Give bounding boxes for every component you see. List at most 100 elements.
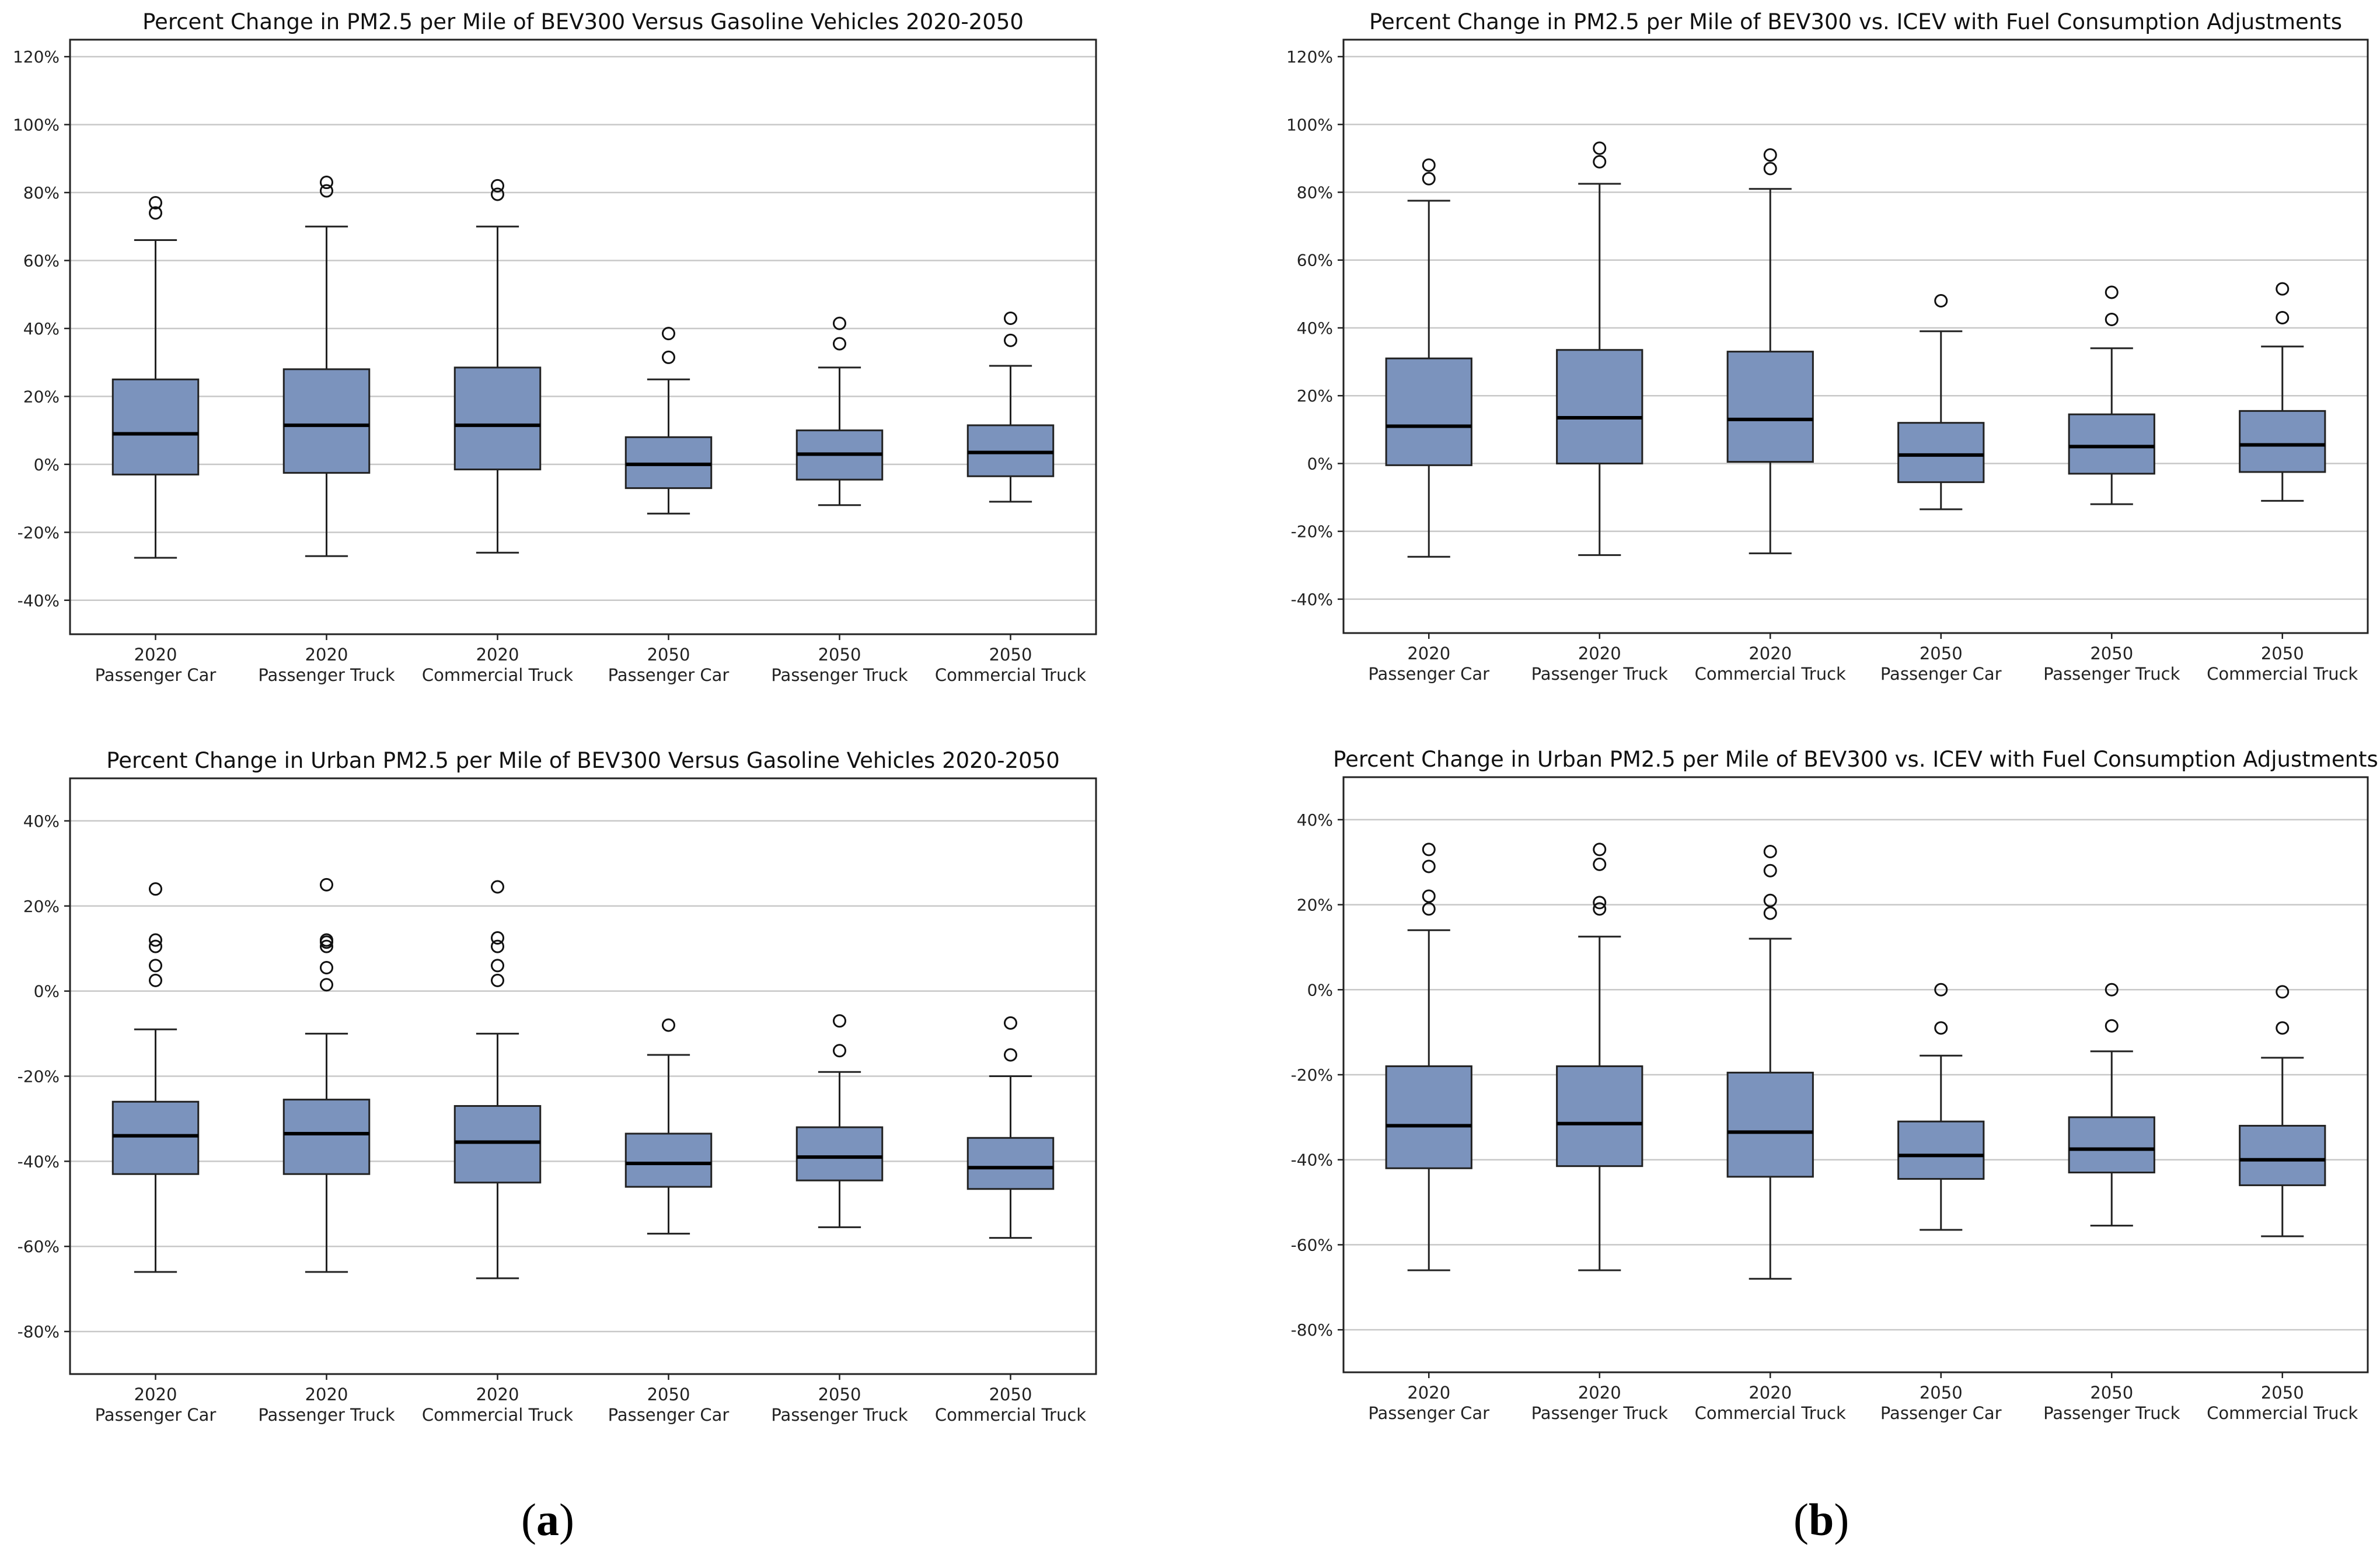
box-3: [624, 327, 713, 515]
y-tick-label: 20%: [1297, 896, 1333, 915]
x-tick-label-year: 2050: [647, 1385, 690, 1404]
box-1: [1556, 141, 1643, 556]
x-tick-label-name: Passenger Car: [1368, 664, 1489, 684]
x-tick-label-year: 2020: [1749, 1383, 1792, 1403]
outlier-point: [1593, 843, 1607, 857]
iqr-box: [282, 1099, 371, 1175]
outlier-point: [149, 973, 162, 987]
outlier-point: [1422, 843, 1436, 857]
panel-label-b: (b): [1793, 1494, 1849, 1546]
y-tick-label: 60%: [1297, 251, 1333, 270]
y-tick-label: -80%: [18, 1322, 60, 1341]
panel-label-a: (a): [521, 1494, 574, 1546]
outlier-point: [1004, 1048, 1017, 1062]
iqr-box: [1556, 349, 1643, 464]
x-tick-label-name: Passenger Car: [608, 665, 730, 685]
box-2: [1726, 845, 1814, 1280]
chart-bottom-right: -80% -60% -40% -20% 0% 20% 40% Percent Change i…: [1291, 747, 2378, 1423]
box-2: [453, 179, 542, 554]
y-tick-label: -60%: [18, 1237, 60, 1256]
outlier-point: [1934, 983, 1948, 997]
outlier-point: [1593, 141, 1607, 155]
outlier-point: [2276, 1021, 2290, 1035]
x-tick-label-name: Passenger Truck: [258, 1405, 395, 1425]
x-tick-label-name: Passenger Car: [1880, 1403, 2002, 1423]
outlier-point: [1422, 902, 1436, 916]
outlier-point: [1004, 1016, 1017, 1030]
outlier-point: [1422, 859, 1436, 873]
box-2: [453, 880, 542, 1280]
outlier-point: [149, 939, 162, 953]
iqr-box: [2239, 1124, 2326, 1186]
x-tick-label-name: Passenger Car: [95, 1405, 217, 1425]
x-tick-label-year: 2020: [134, 1385, 177, 1404]
outlier-point: [1763, 162, 1777, 176]
box-5: [2239, 985, 2326, 1238]
y-tick-label: 40%: [23, 812, 60, 831]
y-tick-label: 40%: [23, 319, 60, 338]
x-tick-label-year: 2050: [989, 645, 1032, 665]
y-tick-label: 120%: [1286, 47, 1333, 67]
panel-label-a-open: (: [521, 1494, 536, 1545]
y-tick-label: 20%: [23, 387, 60, 406]
y-tick-label: 0%: [1307, 980, 1333, 999]
x-tick-label-year: 2020: [1749, 644, 1792, 663]
outlier-point: [491, 959, 504, 973]
chart-title: Percent Change in Urban PM2.5 per Mile o…: [1333, 747, 2378, 772]
iqr-box: [1385, 1065, 1472, 1169]
outlier-point: [1004, 333, 1017, 347]
x-tick-label-name: Passenger Truck: [2043, 664, 2180, 684]
chart-top-left: -40% -20% 0% 20% 40% 60% 80% 100% 120% Percent Ch…: [13, 9, 1097, 685]
outlier-point: [320, 961, 333, 975]
box-3: [1897, 983, 1985, 1231]
x-tick-label-year: 2020: [1578, 1383, 1621, 1403]
y-tick-label: -40%: [18, 591, 60, 610]
box-0: [111, 882, 200, 1273]
iqr-box: [453, 366, 542, 471]
outlier-point: [320, 978, 333, 992]
chart-top-right: -40% -20% 0% 20% 40% 60% 80% 100% 120% Percent Ch…: [1286, 9, 2369, 684]
x-tick-label-name: Commercial Truck: [422, 1405, 573, 1425]
y-tick-label: 60%: [23, 251, 60, 270]
box-1: [1556, 843, 1643, 1271]
x-tick-label-year: 2020: [1578, 644, 1621, 663]
x-tick-label-name: Passenger Truck: [771, 1405, 908, 1425]
outlier-point: [2105, 983, 2119, 997]
outlier-point: [1004, 311, 1017, 325]
x-tick-label-year: 2050: [2261, 644, 2304, 663]
x-tick-label-name: Passenger Truck: [1531, 664, 1668, 684]
outlier-point: [1763, 864, 1777, 878]
outlier-point: [2105, 312, 2119, 326]
box-4: [795, 316, 884, 506]
outlier-point: [833, 1044, 846, 1058]
x-tick-label-name: Commercial Truck: [422, 665, 573, 685]
box-2: [1726, 148, 1814, 554]
outlier-point: [491, 931, 504, 945]
outlier-point: [149, 195, 162, 209]
outlier-point: [833, 316, 846, 330]
x-tick-label-name: Passenger Truck: [771, 665, 908, 685]
y-tick-label: -40%: [18, 1152, 60, 1171]
outlier-point: [662, 327, 675, 341]
x-tick-label-name: Passenger Car: [1368, 1403, 1489, 1423]
outlier-point: [1763, 893, 1777, 907]
y-tick-label: 80%: [23, 183, 60, 202]
outlier-point: [2276, 282, 2290, 296]
y-tick-label: 0%: [1307, 454, 1333, 473]
x-tick-label-name: Commercial Truck: [2207, 664, 2358, 684]
outlier-point: [1763, 148, 1777, 162]
x-tick-label-year: 2020: [305, 1385, 348, 1404]
outlier-point: [491, 973, 504, 987]
y-tick-label: 0%: [34, 455, 60, 474]
outlier-point: [1934, 1021, 1948, 1035]
iqr-box: [111, 378, 200, 476]
iqr-box: [1897, 1120, 1985, 1180]
x-tick-label-year: 2050: [2090, 1383, 2133, 1403]
outlier-point: [491, 179, 504, 193]
y-tick-label: 0%: [34, 982, 60, 1001]
box-5: [2239, 282, 2326, 502]
outlier-point: [1422, 158, 1436, 172]
axes-frame: [69, 39, 1097, 635]
x-tick-label-year: 2050: [1920, 644, 1963, 663]
outlier-point: [1422, 172, 1436, 186]
